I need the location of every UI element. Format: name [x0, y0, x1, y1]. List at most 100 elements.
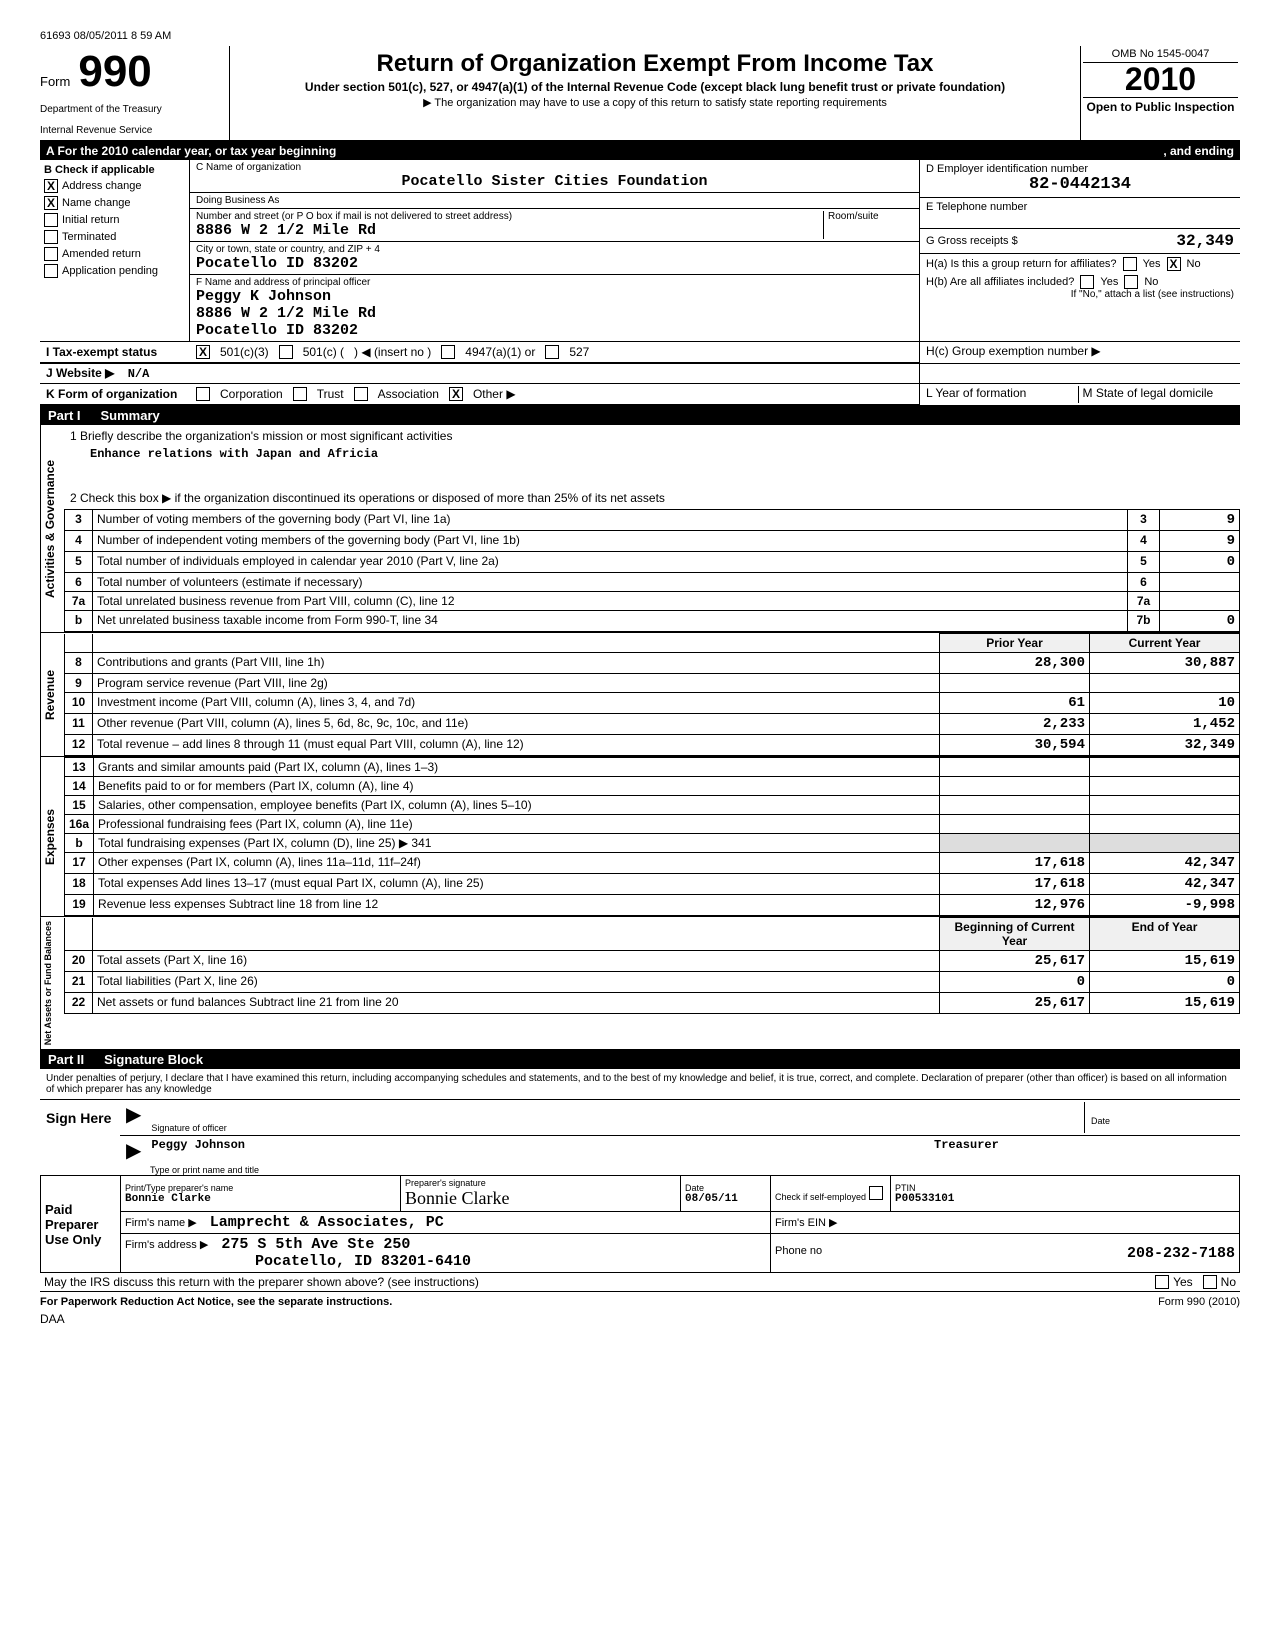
tax-exempt-label: I Tax-exempt status — [46, 345, 186, 359]
501c3-chk[interactable]: X — [196, 345, 210, 359]
preparer-date: 08/05/11 — [685, 1193, 766, 1205]
row-k: K Form of organization Corporation Trust… — [40, 384, 1240, 406]
line-text: Salaries, other compensation, employee b… — [94, 796, 940, 815]
begin-value: 25,617 — [940, 993, 1090, 1014]
type-name-label: Type or print name and title — [120, 1165, 1240, 1175]
current-value: 42,347 — [1090, 853, 1240, 874]
assoc-chk[interactable] — [354, 387, 368, 401]
line-text: Benefits paid to or for members (Part IX… — [94, 777, 940, 796]
preparer-name-label: Print/Type preparer's name — [125, 1183, 396, 1193]
current-year-head: Current Year — [1090, 634, 1240, 653]
chk-label: Terminated — [62, 231, 116, 243]
insert-no: ) ◀ (insert no ) — [354, 345, 431, 359]
line-text: Program service revenue (Part VIII, line… — [93, 674, 940, 693]
line-text: Contributions and grants (Part VIII, lin… — [93, 653, 940, 674]
self-employed-chk[interactable] — [869, 1186, 883, 1200]
prior-year-head: Prior Year — [940, 634, 1090, 653]
governance-table: 3Number of voting members of the governi… — [64, 509, 1240, 632]
form-id-box: Form 990 Department of the Treasury Inte… — [40, 46, 230, 140]
gross-value: 32,349 — [1176, 232, 1234, 250]
net-assets-side-label: Net Assets or Fund Balances — [40, 917, 64, 1049]
street-label: Number and street (or P O box if mail is… — [196, 211, 823, 222]
governance-section: Activities & Governance 1 Briefly descri… — [40, 425, 1240, 633]
timestamp: 61693 08/05/2011 8 59 AM — [40, 30, 1240, 42]
yes-label: Yes — [1100, 276, 1118, 288]
hc-cell: H(c) Group exemption number ▶ — [920, 342, 1240, 363]
officer-city: Pocatello ID 83202 — [196, 322, 913, 339]
chk-amended[interactable]: Amended return — [44, 247, 185, 261]
arrow-icon: ▶ — [126, 1138, 141, 1163]
chk-pending[interactable]: Application pending — [44, 264, 185, 278]
officer-signature — [151, 1102, 1084, 1123]
chk-name-change[interactable]: XName change — [44, 196, 185, 210]
row-j: J Website ▶ N/A — [40, 364, 1240, 384]
corp-label: Corporation — [220, 387, 283, 401]
preparer-signature: Bonnie Clarke — [405, 1188, 676, 1209]
line-value: 0 — [1160, 611, 1240, 632]
no-label: No — [1187, 258, 1201, 270]
ha-yes-chk[interactable] — [1123, 257, 1137, 271]
prior-value: 61 — [940, 693, 1090, 714]
501c-chk[interactable] — [279, 345, 293, 359]
line-2-label: 2 Check this box ▶ if the organization d… — [70, 491, 1234, 505]
revenue-table: Prior YearCurrent Year 8Contributions an… — [64, 633, 1240, 756]
4947-chk[interactable] — [441, 345, 455, 359]
ha-no-chk[interactable]: X — [1167, 257, 1181, 271]
dba-label: Doing Business As — [196, 195, 913, 206]
other-chk[interactable]: X — [449, 387, 463, 401]
line-text: Total liabilities (Part X, line 26) — [93, 972, 940, 993]
part-1-label: Part I — [48, 408, 81, 423]
form-number: 990 — [78, 50, 151, 94]
line-text: Total revenue – add lines 8 through 11 (… — [93, 735, 940, 756]
form-org-label: K Form of organization — [46, 387, 186, 401]
tax-year: 2010 — [1083, 63, 1238, 95]
mission-text: Enhance relations with Japan and Africia — [70, 443, 1234, 491]
line-text: Investment income (Part VIII, column (A)… — [93, 693, 940, 714]
line-text: Total expenses Add lines 13–17 (must equ… — [94, 874, 940, 895]
527-chk[interactable] — [545, 345, 559, 359]
officer-name: Peggy K Johnson — [196, 288, 913, 305]
row-i: I Tax-exempt status X501(c)(3) 501(c) ( … — [40, 342, 1240, 364]
firm-address-2: Pocatello, ID 83201-6410 — [255, 1253, 766, 1270]
org-name: Pocatello Sister Cities Foundation — [196, 173, 913, 190]
discuss-no-chk[interactable] — [1203, 1275, 1217, 1289]
preparer-date-label: Date — [685, 1183, 766, 1193]
net-assets-table: Beginning of Current YearEnd of Year 20T… — [64, 917, 1240, 1014]
officer-street: 8886 W 2 1/2 Mile Rd — [196, 305, 913, 322]
line-value: 0 — [1160, 552, 1240, 573]
hb-no-chk[interactable] — [1124, 275, 1138, 289]
ein-label: D Employer identification number — [926, 163, 1234, 175]
discuss-yes-chk[interactable] — [1155, 1275, 1169, 1289]
begin-year-head: Beginning of Current Year — [940, 918, 1090, 951]
trust-label: Trust — [317, 387, 344, 401]
line-text: Total number of individuals employed in … — [93, 552, 1128, 573]
yes-label: Yes — [1173, 1275, 1193, 1289]
prior-value: 12,976 — [940, 895, 1090, 916]
line-value — [1160, 573, 1240, 592]
website-value: N/A — [128, 367, 150, 381]
sig-officer-label: Signature of officer — [151, 1123, 1084, 1133]
line-text: Net assets or fund balances Subtract lin… — [93, 993, 940, 1014]
end-value: 15,619 — [1090, 993, 1240, 1014]
current-value: 42,347 — [1090, 874, 1240, 895]
chk-initial-return[interactable]: Initial return — [44, 213, 185, 227]
part-2-label: Part II — [48, 1052, 84, 1067]
open-to-public: Open to Public Inspection — [1083, 97, 1238, 114]
chk-label: Application pending — [62, 265, 158, 277]
line-text: Total assets (Part X, line 16) — [93, 951, 940, 972]
line-value: 9 — [1160, 531, 1240, 552]
firm-address-1: 275 S 5th Ave Ste 250 — [221, 1236, 410, 1253]
preparer-side-label: Paid Preparer Use Only — [41, 1176, 121, 1273]
chk-address-change[interactable]: XAddress change — [44, 179, 185, 193]
4947-label: 4947(a)(1) or — [465, 345, 535, 359]
daa-label: DAA — [40, 1312, 1240, 1326]
527-label: 527 — [569, 345, 589, 359]
officer-label: F Name and address of principal officer — [196, 277, 913, 288]
ein-value: 82-0442134 — [926, 175, 1234, 194]
hb-yes-chk[interactable] — [1080, 275, 1094, 289]
trust-chk[interactable] — [293, 387, 307, 401]
identity-block: B Check if applicable XAddress change XN… — [40, 160, 1240, 342]
chk-terminated[interactable]: Terminated — [44, 230, 185, 244]
corp-chk[interactable] — [196, 387, 210, 401]
current-value: 30,887 — [1090, 653, 1240, 674]
